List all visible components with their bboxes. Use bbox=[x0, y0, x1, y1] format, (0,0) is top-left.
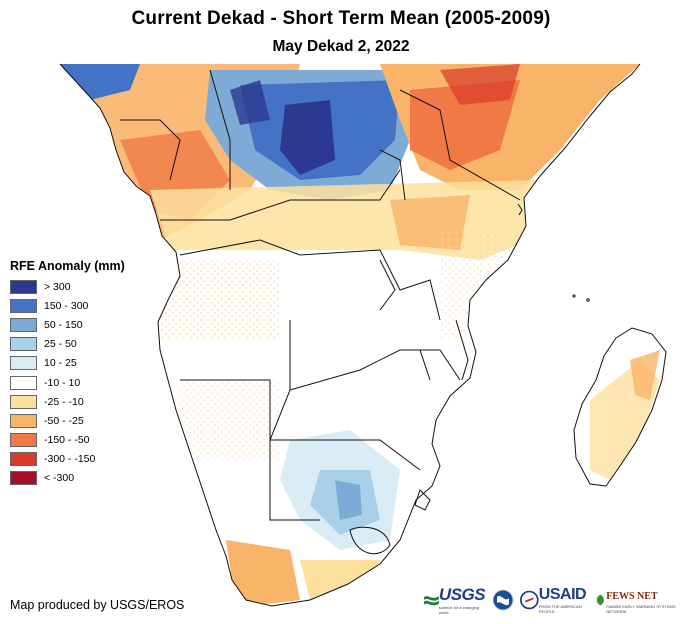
legend-swatch bbox=[10, 317, 37, 332]
islands bbox=[517, 203, 590, 302]
legend-swatch bbox=[10, 298, 37, 313]
fews-net-logo: FEWS NET FAMINE EARLY WARNING SYSTEMS NE… bbox=[595, 586, 676, 614]
legend-item: > 300 bbox=[10, 277, 125, 296]
legend-items: > 300 150 - 300 50 - 150 25 - 50 10 - 25 -10 … bbox=[10, 277, 125, 488]
fews-tagline: FAMINE EARLY WARNING SYSTEMS NETWORK bbox=[606, 604, 676, 614]
legend-title: RFE Anomaly (mm) bbox=[10, 259, 125, 273]
legend-item: 50 - 150 bbox=[10, 315, 125, 334]
legend-item: -300 - -150 bbox=[10, 450, 125, 469]
legend-label: 50 - 150 bbox=[44, 318, 83, 331]
usgs-wordmark: USGS bbox=[438, 585, 486, 604]
legend-swatch bbox=[10, 279, 37, 294]
legend-swatch bbox=[10, 356, 37, 371]
legend-swatch bbox=[10, 413, 37, 428]
legend-item: -150 - -50 bbox=[10, 431, 125, 450]
noaa-seal-icon bbox=[492, 589, 514, 611]
legend-label: -300 - -150 bbox=[44, 453, 96, 466]
legend-label: 10 - 25 bbox=[44, 357, 77, 370]
legend-label: 25 - 50 bbox=[44, 338, 77, 351]
legend-label: -25 - -10 bbox=[44, 395, 84, 408]
noaa-logo bbox=[492, 589, 514, 611]
legend-item: -25 - -10 bbox=[10, 392, 125, 411]
legend-swatch bbox=[10, 452, 37, 467]
legend-swatch bbox=[10, 375, 37, 390]
map-title: Current Dekad - Short Term Mean (2005-20… bbox=[131, 8, 551, 29]
map-subtitle: May Dekad 2, 2022 bbox=[272, 38, 410, 55]
legend-item: 10 - 25 bbox=[10, 354, 125, 373]
fews-leaf-icon bbox=[597, 594, 605, 606]
legend-swatch bbox=[10, 433, 37, 448]
legend-label: > 300 bbox=[44, 280, 71, 293]
usgs-logo: USGS science for a changing world bbox=[424, 585, 486, 615]
usaid-tagline: FROM THE AMERICAN PEOPLE bbox=[538, 604, 582, 614]
usgs-wave-icon bbox=[424, 596, 439, 606]
legend-swatch bbox=[10, 337, 37, 352]
usaid-wordmark: USAID bbox=[538, 586, 587, 603]
country-borders bbox=[59, 63, 667, 607]
legend-item: < -300 bbox=[10, 469, 125, 488]
legend-label: -10 - 10 bbox=[44, 376, 81, 389]
legend-label: -150 - -50 bbox=[44, 434, 90, 447]
usaid-seal-icon bbox=[520, 590, 539, 610]
logo-strip: USGS science for a changing world USAID … bbox=[424, 584, 682, 616]
legend-item: -10 - 10 bbox=[10, 373, 125, 392]
legend-item: -50 - -25 bbox=[10, 411, 125, 430]
legend-label: < -300 bbox=[44, 472, 75, 485]
credit-text: Map produced by USGS/EROS bbox=[10, 598, 185, 612]
fews-wordmark: FEWS NET bbox=[606, 591, 658, 602]
legend-label: 150 - 300 bbox=[44, 299, 89, 312]
legend-item: 25 - 50 bbox=[10, 335, 125, 354]
legend-swatch bbox=[10, 471, 37, 486]
usgs-tagline: science for a changing world bbox=[438, 605, 479, 615]
legend-swatch bbox=[10, 394, 37, 409]
usaid-logo: USAID FROM THE AMERICAN PEOPLE bbox=[520, 586, 589, 614]
legend-item: 150 - 300 bbox=[10, 296, 125, 315]
legend: RFE Anomaly (mm) > 300 150 - 300 50 - 150 2… bbox=[10, 259, 125, 488]
legend-label: -50 - -25 bbox=[44, 414, 84, 427]
